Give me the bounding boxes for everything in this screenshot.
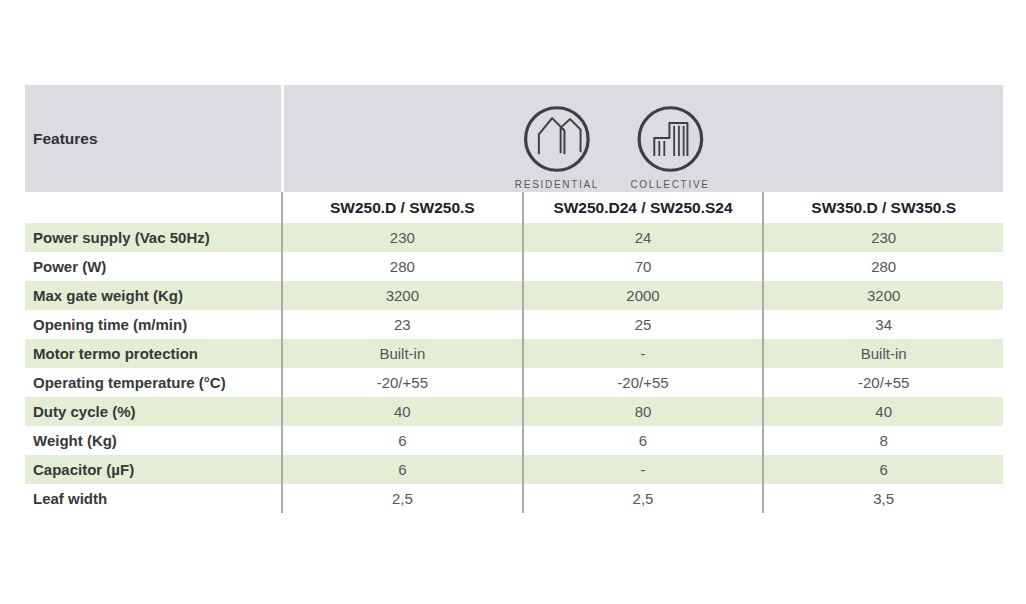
value-cell: 34 bbox=[762, 310, 1003, 339]
value-cell: Built-in bbox=[762, 339, 1003, 368]
feature-label: Duty cycle (%) bbox=[25, 397, 281, 426]
model-header-row: SW250.D / SW250.S SW250.D24 / SW250.S24 … bbox=[25, 192, 1003, 223]
table-row: Motor termo protection Built-in - Built-… bbox=[25, 339, 1003, 368]
residential-label: RESIDENTIAL bbox=[515, 179, 599, 190]
table-row: Duty cycle (%) 40 80 40 bbox=[25, 397, 1003, 426]
feature-label: Power (W) bbox=[25, 252, 281, 281]
residential-icon bbox=[521, 103, 593, 175]
value-cell: 230 bbox=[281, 223, 522, 252]
value-cell: 25 bbox=[522, 310, 763, 339]
table-row: Operating temperature (°C) -20/+55 -20/+… bbox=[25, 368, 1003, 397]
feature-label: Capacitor (µF) bbox=[25, 455, 281, 484]
table-row: Power (W) 280 70 280 bbox=[25, 252, 1003, 281]
feature-label: Weight (Kg) bbox=[25, 426, 281, 455]
residential-segment: RESIDENTIAL bbox=[515, 103, 599, 190]
value-cell: 80 bbox=[522, 397, 763, 426]
table-row: Opening time (m/min) 23 25 34 bbox=[25, 310, 1003, 339]
model-header-sw250-24: SW250.D24 / SW250.S24 bbox=[522, 192, 763, 223]
value-cell: 6 bbox=[281, 455, 522, 484]
value-cell: 2000 bbox=[522, 281, 763, 310]
spec-table: Features RESIDENTIAL bbox=[25, 85, 1003, 513]
feature-label: Power supply (Vac 50Hz) bbox=[25, 223, 281, 252]
table-body: Power supply (Vac 50Hz) 230 24 230 Power… bbox=[25, 223, 1003, 513]
feature-label: Leaf width bbox=[25, 484, 281, 513]
value-cell: 70 bbox=[522, 252, 763, 281]
collective-icon bbox=[634, 103, 706, 175]
value-cell: 2,5 bbox=[281, 484, 522, 513]
value-cell: 3200 bbox=[762, 281, 1003, 310]
value-cell: 6 bbox=[522, 426, 763, 455]
collective-label: COLLECTIVE bbox=[630, 179, 709, 190]
value-cell: 280 bbox=[762, 252, 1003, 281]
table-row: Leaf width 2,5 2,5 3,5 bbox=[25, 484, 1003, 513]
value-cell: 3,5 bbox=[762, 484, 1003, 513]
feature-label: Max gate weight (Kg) bbox=[25, 281, 281, 310]
value-cell: -20/+55 bbox=[281, 368, 522, 397]
feature-label: Motor termo protection bbox=[25, 339, 281, 368]
feature-label: Opening time (m/min) bbox=[25, 310, 281, 339]
value-cell: 6 bbox=[762, 455, 1003, 484]
value-cell: - bbox=[522, 339, 763, 368]
value-cell: 23 bbox=[281, 310, 522, 339]
feature-label: Operating temperature (°C) bbox=[25, 368, 281, 397]
table-row: Weight (Kg) 6 6 8 bbox=[25, 426, 1003, 455]
value-cell: 24 bbox=[522, 223, 763, 252]
value-cell: 40 bbox=[762, 397, 1003, 426]
collective-segment: COLLECTIVE bbox=[630, 103, 709, 190]
value-cell: 230 bbox=[762, 223, 1003, 252]
value-cell: - bbox=[522, 455, 763, 484]
header-spacer bbox=[25, 192, 281, 223]
value-cell: 2,5 bbox=[522, 484, 763, 513]
value-cell: 280 bbox=[281, 252, 522, 281]
features-header: Features bbox=[25, 85, 281, 192]
value-cell: 3200 bbox=[281, 281, 522, 310]
value-cell: -20/+55 bbox=[762, 368, 1003, 397]
model-header-sw350: SW350.D / SW350.S bbox=[762, 192, 1003, 223]
table-head-band: Features RESIDENTIAL bbox=[25, 85, 1003, 192]
value-cell: -20/+55 bbox=[522, 368, 763, 397]
value-cell: 8 bbox=[762, 426, 1003, 455]
value-cell: 40 bbox=[281, 397, 522, 426]
model-header-sw250: SW250.D / SW250.S bbox=[281, 192, 522, 223]
value-cell: Built-in bbox=[281, 339, 522, 368]
table-row: Max gate weight (Kg) 3200 2000 3200 bbox=[25, 281, 1003, 310]
segment-icons-cell: RESIDENTIAL COLLECTIVE bbox=[284, 85, 1003, 192]
value-cell: 6 bbox=[281, 426, 522, 455]
table-row: Capacitor (µF) 6 - 6 bbox=[25, 455, 1003, 484]
table-row: Power supply (Vac 50Hz) 230 24 230 bbox=[25, 223, 1003, 252]
